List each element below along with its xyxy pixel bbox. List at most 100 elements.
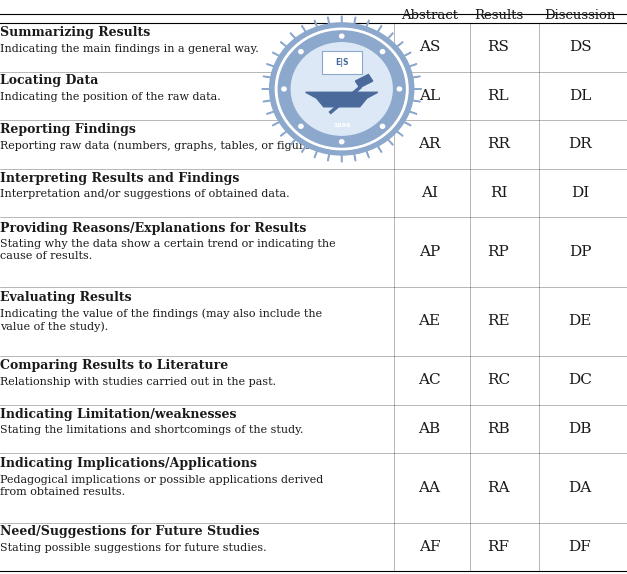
Text: DF: DF (569, 540, 591, 554)
Circle shape (340, 140, 344, 144)
Polygon shape (408, 64, 417, 67)
Polygon shape (266, 64, 276, 67)
Text: Results: Results (474, 9, 523, 22)
Circle shape (278, 31, 405, 147)
Polygon shape (290, 33, 297, 40)
Text: RC: RC (487, 373, 510, 387)
Polygon shape (387, 33, 393, 40)
Polygon shape (366, 20, 369, 29)
Polygon shape (314, 149, 318, 158)
Text: RP: RP (488, 245, 509, 259)
Polygon shape (396, 130, 403, 136)
Text: Stating the limitations and shortcomings of the study.: Stating the limitations and shortcomings… (0, 425, 303, 435)
FancyBboxPatch shape (322, 51, 362, 75)
Polygon shape (408, 111, 417, 114)
Circle shape (270, 23, 414, 155)
Polygon shape (263, 100, 273, 102)
Text: DB: DB (568, 422, 592, 436)
Polygon shape (403, 52, 411, 57)
Text: Providing Reasons/Explanations for Results: Providing Reasons/Explanations for Resul… (0, 222, 307, 235)
Text: RR: RR (487, 138, 510, 152)
Text: DE: DE (568, 315, 592, 328)
Polygon shape (411, 100, 420, 102)
Text: RE: RE (487, 315, 510, 328)
Polygon shape (280, 42, 288, 48)
Text: AR: AR (418, 138, 441, 152)
Text: AC: AC (418, 373, 441, 387)
Polygon shape (290, 138, 297, 145)
Text: RB: RB (487, 422, 510, 436)
Text: Indicating the position of the raw data.: Indicating the position of the raw data. (0, 92, 221, 102)
Text: Summarizing Results: Summarizing Results (0, 26, 150, 39)
Text: Evaluating Results: Evaluating Results (0, 291, 132, 304)
Circle shape (398, 87, 401, 91)
Polygon shape (273, 121, 281, 126)
Polygon shape (411, 76, 420, 78)
Polygon shape (396, 42, 403, 48)
Polygon shape (341, 153, 342, 162)
Text: DR: DR (568, 138, 592, 152)
Text: Indicating the value of the findings (may also include the
value of the study).: Indicating the value of the findings (ma… (0, 309, 322, 332)
Text: Reporting raw data (numbers, graphs, tables, or figures): Reporting raw data (numbers, graphs, tab… (0, 141, 321, 152)
Text: Interpretation and/or suggestions of obtained data.: Interpretation and/or suggestions of obt… (0, 189, 290, 199)
Text: Need/Suggestions for Future Studies: Need/Suggestions for Future Studies (0, 525, 260, 538)
Text: AI: AI (421, 186, 438, 200)
Text: AE: AE (418, 315, 441, 328)
Circle shape (298, 125, 303, 129)
Polygon shape (266, 111, 276, 114)
Text: DI: DI (571, 186, 589, 200)
Polygon shape (387, 138, 393, 145)
Text: Stating why the data show a certain trend or indicating the
cause of results.: Stating why the data show a certain tren… (0, 239, 335, 261)
Text: RA: RA (487, 481, 510, 495)
Text: RI: RI (490, 186, 507, 200)
Text: Relationship with studies carried out in the past.: Relationship with studies carried out in… (0, 377, 276, 387)
Text: 1896: 1896 (333, 123, 350, 128)
Polygon shape (280, 130, 288, 136)
Text: Comparing Results to Literature: Comparing Results to Literature (0, 359, 228, 372)
Text: Stating possible suggestions for future studies.: Stating possible suggestions for future … (0, 543, 266, 553)
Text: Abstract: Abstract (401, 9, 458, 22)
Circle shape (381, 49, 385, 53)
Polygon shape (356, 75, 372, 88)
Polygon shape (341, 16, 342, 25)
Polygon shape (354, 17, 356, 26)
Text: DA: DA (568, 481, 592, 495)
Polygon shape (377, 145, 382, 152)
Text: Indicating Implications/Applications: Indicating Implications/Applications (0, 457, 257, 470)
Text: Locating Data: Locating Data (0, 75, 98, 87)
Polygon shape (327, 152, 330, 161)
Text: Indicating the main findings in a general way.: Indicating the main findings in a genera… (0, 44, 259, 53)
Text: RL: RL (488, 89, 509, 103)
Text: AF: AF (419, 540, 440, 554)
Text: AS: AS (419, 40, 440, 55)
Polygon shape (262, 88, 271, 90)
Text: Indicating Limitation/weaknesses: Indicating Limitation/weaknesses (0, 408, 236, 421)
Polygon shape (263, 76, 273, 78)
Polygon shape (403, 121, 411, 126)
Text: RF: RF (487, 540, 510, 554)
Text: Reporting Findings: Reporting Findings (0, 123, 136, 136)
Text: AA: AA (418, 481, 441, 495)
Polygon shape (327, 17, 330, 26)
Circle shape (275, 28, 408, 150)
Polygon shape (306, 92, 377, 107)
Polygon shape (273, 52, 281, 57)
Polygon shape (366, 149, 369, 158)
Polygon shape (302, 145, 307, 152)
Text: DP: DP (569, 245, 591, 259)
Text: AB: AB (418, 422, 441, 436)
Text: DL: DL (569, 89, 591, 103)
Polygon shape (302, 26, 307, 33)
Text: RS: RS (488, 40, 509, 55)
Polygon shape (354, 152, 356, 161)
Polygon shape (412, 88, 421, 90)
Polygon shape (377, 26, 382, 33)
Text: AP: AP (419, 245, 440, 259)
Text: DC: DC (568, 373, 592, 387)
Circle shape (381, 125, 385, 129)
Polygon shape (314, 20, 318, 29)
Circle shape (298, 49, 303, 53)
Circle shape (282, 87, 286, 91)
Circle shape (340, 34, 344, 38)
Text: Interpreting Results and Findings: Interpreting Results and Findings (0, 172, 240, 185)
